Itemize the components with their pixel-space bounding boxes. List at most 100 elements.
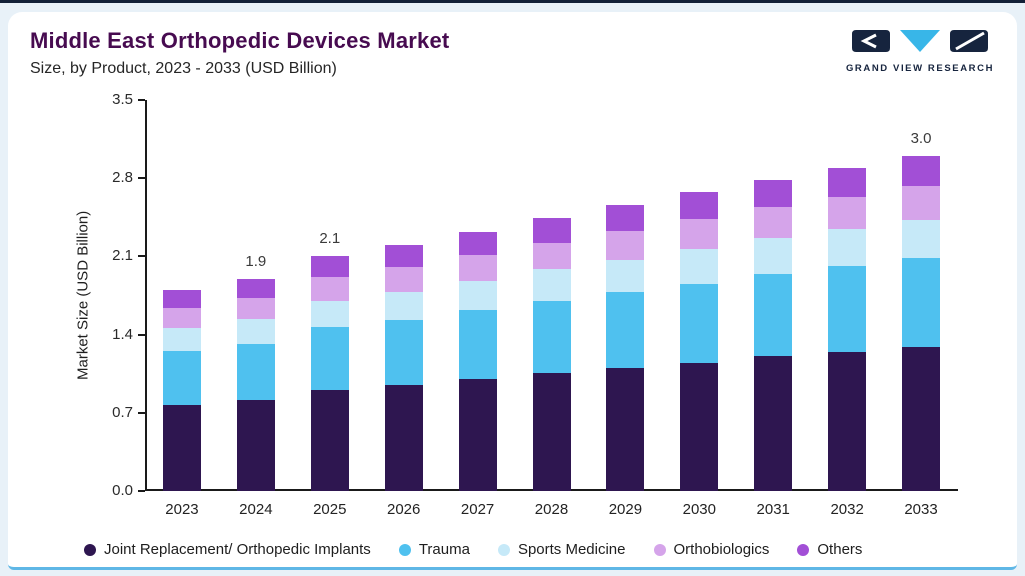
x-axis-label: 2028 xyxy=(534,501,569,518)
segment-2029-sports_medicine xyxy=(606,259,645,293)
segment-2024-others xyxy=(236,279,275,298)
segment-2025-orthobiologics xyxy=(310,277,349,301)
segment-2025-others xyxy=(310,256,349,278)
segment-2024-sports_medicine xyxy=(236,319,275,344)
segment-2033-others xyxy=(902,156,941,187)
page-title: Middle East Orthopedic Devices Market xyxy=(30,28,450,53)
segment-2030-sports_medicine xyxy=(680,248,719,284)
segment-2027-others xyxy=(458,232,497,256)
legend-dot-icon xyxy=(653,543,666,556)
bar-value-label: 1.9 xyxy=(245,253,267,270)
x-axis-label: 2030 xyxy=(682,501,716,518)
segment-2027-orthobiologics xyxy=(458,255,497,282)
segment-2029-others xyxy=(606,205,645,231)
segment-2028-orthobiologics xyxy=(532,242,571,270)
y-axis-tick-label: 0.7 xyxy=(112,403,133,421)
segment-2033-joint_replacement xyxy=(902,346,941,492)
segment-2023-others xyxy=(162,290,201,308)
segment-2023-joint_replacement xyxy=(162,405,201,492)
segment-2023-trauma xyxy=(162,351,201,406)
bar-2023 xyxy=(162,290,201,492)
legend-item-trauma: Trauma xyxy=(398,541,470,558)
x-axis-label: 2027 xyxy=(460,501,495,518)
segment-2032-joint_replacement xyxy=(828,352,867,491)
segment-2033-orthobiologics xyxy=(902,186,941,220)
bar-2031 xyxy=(754,180,793,491)
y-axis-tick-label: 3.5 xyxy=(112,91,133,108)
segment-2026-trauma xyxy=(384,319,423,385)
y-axis-label: Market Size (USD Billion) xyxy=(74,210,92,381)
y-axis-tick-label: 2.1 xyxy=(112,247,133,265)
legend-dot-icon xyxy=(84,543,96,556)
segment-2031-others xyxy=(754,180,793,207)
bar-value-label: 3.0 xyxy=(910,130,932,147)
bar-value-label: 2.1 xyxy=(319,230,341,247)
segment-2025-trauma xyxy=(310,327,349,391)
segment-2031-trauma xyxy=(754,273,793,357)
segment-2025-sports_medicine xyxy=(310,300,349,328)
y-axis-tick-label: 0.0 xyxy=(112,482,133,499)
y-axis-tick-label: 1.4 xyxy=(112,325,133,343)
legend-item-joint_replacement: Joint Replacement/ Orthopedic Implants xyxy=(84,541,371,558)
segment-2026-sports_medicine xyxy=(384,291,423,320)
segment-2032-sports_medicine xyxy=(828,229,867,267)
logo-text: GRAND VIEW RESEARCH xyxy=(845,63,995,74)
grand-view-research-logo: GRAND VIEW RESEARCH xyxy=(845,28,995,74)
segment-2032-trauma xyxy=(828,266,867,353)
segment-2029-joint_replacement xyxy=(606,368,645,491)
bar-2029 xyxy=(606,205,645,491)
y-axis-tick-mark xyxy=(138,490,145,492)
y-axis-tick-mark xyxy=(138,99,145,101)
x-axis-label: 2025 xyxy=(313,501,347,518)
bar-2030 xyxy=(680,192,719,492)
segment-2024-orthobiologics xyxy=(236,297,275,320)
bar-2027 xyxy=(458,232,497,492)
segment-2030-orthobiologics xyxy=(680,218,719,249)
x-axis-label: 2031 xyxy=(756,501,790,518)
bar-2028 xyxy=(532,218,571,491)
segment-2028-trauma xyxy=(532,300,571,374)
x-axis-label: 2026 xyxy=(386,501,421,518)
x-axis-label: 2033 xyxy=(904,501,938,518)
legend-label: Trauma xyxy=(418,541,470,558)
segment-2028-sports_medicine xyxy=(532,269,571,301)
segment-2031-sports_medicine xyxy=(754,238,793,274)
segment-2033-trauma xyxy=(902,257,941,347)
y-axis-tick-mark xyxy=(138,334,145,336)
segment-2025-joint_replacement xyxy=(310,390,349,491)
legend-item-sports_medicine: Sports Medicine xyxy=(497,541,626,558)
x-axis-label: 2023 xyxy=(165,501,199,518)
legend-label: Others xyxy=(817,541,863,558)
bar-2026 xyxy=(384,245,423,491)
y-axis-tick-label: 2.8 xyxy=(112,169,133,187)
segment-2031-joint_replacement xyxy=(754,356,793,491)
segment-2026-others xyxy=(384,245,423,268)
legend-item-others: Others xyxy=(797,541,862,558)
segment-2027-joint_replacement xyxy=(458,379,497,492)
segment-2023-sports_medicine xyxy=(162,327,201,352)
bar-2033 xyxy=(902,156,941,492)
segment-2032-orthobiologics xyxy=(828,197,867,230)
segment-2027-sports_medicine xyxy=(458,281,497,311)
segment-2029-orthobiologics xyxy=(606,230,645,260)
legend-label: Sports Medicine xyxy=(517,541,626,558)
segment-2027-trauma xyxy=(458,310,497,380)
segment-2032-others xyxy=(828,168,867,198)
chart-card: Middle East Orthopedic Devices Market Si… xyxy=(8,12,1017,570)
segment-2030-joint_replacement xyxy=(680,362,719,492)
x-axis-label: 2032 xyxy=(830,501,864,518)
segment-2024-joint_replacement xyxy=(236,399,275,492)
segment-2026-joint_replacement xyxy=(384,384,423,491)
segment-2024-trauma xyxy=(236,343,275,400)
top-accent-bar xyxy=(0,0,1025,3)
segment-2023-orthobiologics xyxy=(162,307,201,328)
chart-legend: Joint Replacement/ Orthopedic Implants Tr… xyxy=(84,541,862,558)
segment-2026-orthobiologics xyxy=(384,267,423,292)
x-axis-label: 2024 xyxy=(239,501,273,518)
segment-2030-trauma xyxy=(680,283,719,363)
legend-label: Orthobiologics xyxy=(673,541,770,558)
legend-label: Joint Replacement/ Orthopedic Implants xyxy=(104,541,371,558)
y-axis-tick-mark xyxy=(138,412,145,414)
page-subtitle: Size, by Product, 2023 - 2033 (USD Billi… xyxy=(30,60,337,77)
segment-2033-sports_medicine xyxy=(902,219,941,258)
